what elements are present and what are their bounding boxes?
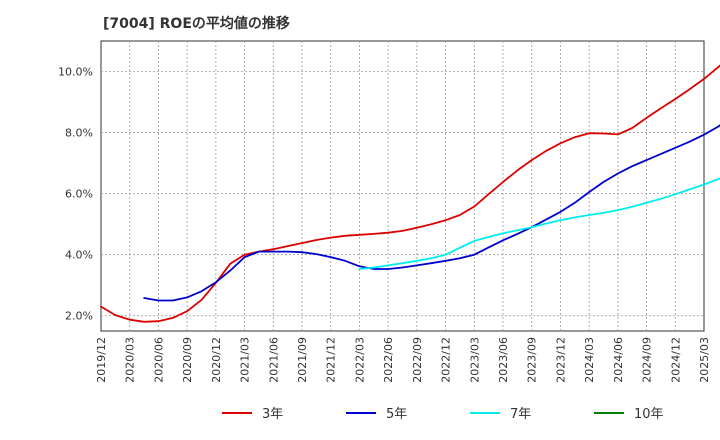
x-tick-label: 2021/03 (239, 337, 252, 383)
x-tick-label: 2023/09 (526, 337, 539, 383)
x-tick-label: 2020/12 (210, 337, 223, 383)
series-line-5年 (143, 124, 720, 302)
x-tick-label: 2020/03 (124, 337, 137, 383)
legend-label-5年: 5年 (386, 407, 407, 422)
x-axis-ticks: 2019/12 2020/03 2020/06 2020/09 2020/12 2021/… (95, 337, 711, 383)
x-tick-label: 2025/03 (698, 337, 711, 383)
chart-title: [7004] ROEの平均値の推移 (103, 16, 290, 32)
y-tick-label: 6.0% (65, 188, 93, 201)
series-lines (100, 64, 720, 323)
y-tick-label: 2.0% (65, 310, 93, 323)
legend: 3年 5年 7年 10年 (222, 407, 664, 422)
legend-label-10年: 10年 (634, 407, 664, 422)
x-tick-label: 2020/06 (152, 337, 165, 383)
y-tick-label: 10.0% (58, 66, 93, 79)
x-tick-label: 2023/12 (554, 337, 567, 383)
x-tick-label: 2024/06 (612, 337, 625, 383)
x-tick-label: 2019/12 (95, 337, 108, 383)
x-tick-label: 2021/12 (325, 337, 338, 383)
x-tick-label: 2022/09 (411, 337, 424, 383)
x-tick-label: 2022/03 (353, 337, 366, 383)
x-tick-label: 2024/12 (669, 337, 682, 383)
x-tick-label: 2022/06 (382, 337, 395, 383)
x-tick-label: 2022/12 (440, 337, 453, 383)
x-tick-label: 2021/06 (267, 337, 280, 383)
y-axis-ticks: 2.0% 4.0% 6.0% 8.0% 10.0% (58, 66, 93, 323)
y-tick-label: 4.0% (65, 249, 93, 262)
y-tick-label: 8.0% (65, 127, 93, 140)
series-line-3年 (100, 64, 720, 323)
x-tick-label: 2023/03 (468, 337, 481, 383)
x-tick-label: 2024/03 (583, 337, 596, 383)
plot-area (100, 40, 705, 332)
x-tick-label: 2021/09 (296, 337, 309, 383)
x-tick-label: 2024/09 (641, 337, 654, 383)
x-tick-label: 2020/09 (181, 337, 194, 383)
legend-label-7年: 7年 (510, 407, 531, 422)
x-tick-label: 2023/06 (497, 337, 510, 383)
grid-lines (101, 41, 704, 331)
series-line-7年 (358, 177, 720, 270)
legend-label-3年: 3年 (262, 407, 283, 422)
